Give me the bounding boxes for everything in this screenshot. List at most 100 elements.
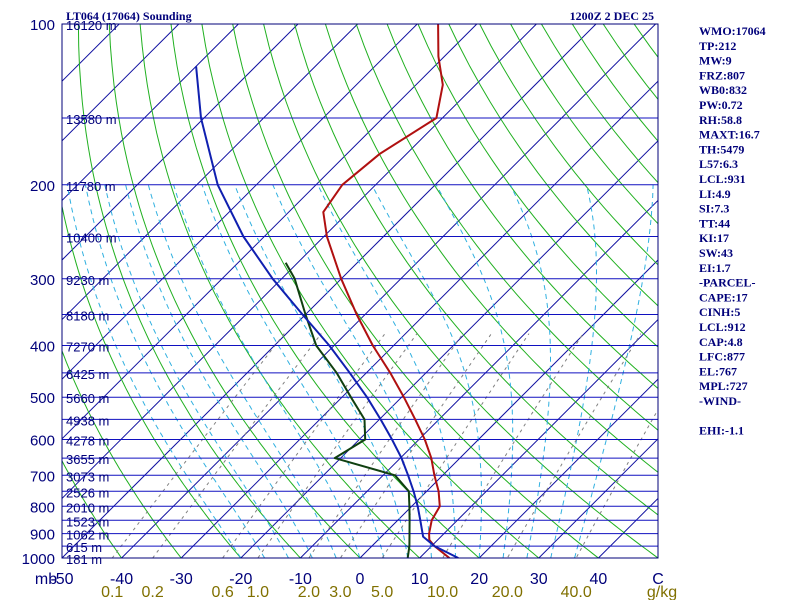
dry-adiabat-line xyxy=(540,24,658,184)
index-line: CINH:5 xyxy=(699,305,740,319)
index-line: MAXT:16.7 xyxy=(699,128,760,142)
index-line: SI:7.3 xyxy=(699,202,729,216)
dry-adiabat-line xyxy=(448,24,658,307)
dry-adiabat-line xyxy=(386,24,658,390)
height-label: 10400 m xyxy=(66,230,117,245)
moist-adiabat-line xyxy=(84,184,266,558)
mixing-ratio-label: 0.1 xyxy=(101,584,123,600)
index-line: EHI:-1.1 xyxy=(699,424,744,438)
isotherm-line xyxy=(62,24,239,202)
isotherm-line xyxy=(478,378,658,558)
dry-adiabat-grid xyxy=(62,24,800,569)
mixing-ratio-label: 40.0 xyxy=(561,584,592,600)
temperature-tick-label: -50 xyxy=(50,571,73,588)
index-line: CAPE:17 xyxy=(699,290,748,304)
dry-adiabat-line xyxy=(232,24,600,558)
isotherm-line xyxy=(62,24,478,440)
dry-adiabat-line xyxy=(417,24,658,348)
index-line: TH:5479 xyxy=(699,142,744,156)
index-line: PW:0.72 xyxy=(699,98,743,112)
index-line: TT:44 xyxy=(699,216,730,230)
sounding-series xyxy=(195,24,459,558)
isotherm-line xyxy=(62,24,358,321)
mixing-ratio-label: 20.0 xyxy=(492,584,523,600)
isotherm-line xyxy=(180,80,658,558)
temperature-tick-label: -10 xyxy=(289,571,312,588)
dry-adiabat-line xyxy=(77,24,302,558)
temperature-tick-label: -20 xyxy=(229,571,252,588)
mixing-ratio-label: g/kg xyxy=(647,584,677,600)
dry-adiabat-line xyxy=(294,24,658,516)
moist-adiabat-line xyxy=(66,184,242,558)
dry-adiabat-line xyxy=(170,24,480,558)
pressure-label: 400 xyxy=(30,339,55,356)
mixing-ratio-line xyxy=(339,333,492,558)
mixing-ratio-label: 0.6 xyxy=(212,584,234,600)
moist-adiabat-line xyxy=(234,184,409,558)
index-line: LCL:931 xyxy=(699,172,746,186)
dry-adiabat-line xyxy=(510,24,658,225)
mixing-ratio-line xyxy=(575,408,658,558)
pressure-label: 600 xyxy=(30,433,55,450)
height-label: 2526 m xyxy=(66,485,109,500)
height-label: 615 m xyxy=(66,540,102,555)
height-label: 3073 m xyxy=(66,469,109,484)
isotherm-line xyxy=(62,24,597,558)
mixing-ratio-line xyxy=(381,333,530,558)
height-label: 2010 m xyxy=(66,500,109,515)
pressure-label: 900 xyxy=(30,527,55,544)
isotherm-line xyxy=(419,318,658,558)
dry-adiabat-line xyxy=(62,349,182,558)
index-line: EL:767 xyxy=(699,364,737,378)
index-line: LCL:912 xyxy=(699,320,746,334)
dewpoint-trace xyxy=(284,262,411,558)
isotherm-line xyxy=(538,438,658,558)
height-label: 8180 m xyxy=(66,309,109,324)
isotherm-line xyxy=(300,199,658,558)
index-line: MPL:727 xyxy=(699,379,748,393)
height-label: 181 m xyxy=(66,552,102,567)
mixing-ratio-label: 3.0 xyxy=(329,584,351,600)
mixing-ratio-label: 1.0 xyxy=(247,584,269,600)
dry-adiabat-line xyxy=(62,203,242,558)
height-label: 9230 m xyxy=(66,273,109,288)
mixing-ratio-label: 10.0 xyxy=(427,584,458,600)
temperature-tick-label: C xyxy=(652,571,664,588)
pressure-label: 1000 xyxy=(22,551,55,568)
index-line: WMO:17064 xyxy=(699,24,766,38)
dry-adiabat-line xyxy=(571,24,658,142)
pressure-label: 100 xyxy=(30,17,55,34)
temperature-tick-label: 40 xyxy=(590,571,608,588)
temperature-trace xyxy=(322,24,451,558)
isobar-grid xyxy=(62,24,658,558)
height-label: 4278 m xyxy=(66,434,109,449)
temperature-tick-label: 0 xyxy=(356,571,365,588)
dry-adiabat-line xyxy=(263,24,658,558)
index-line: CAP:4.8 xyxy=(699,335,743,349)
index-line: TP:212 xyxy=(699,39,736,53)
dry-adiabat-line xyxy=(139,24,421,558)
moist-adiabat-line xyxy=(173,184,361,558)
index-line: SW:43 xyxy=(699,246,733,260)
dry-adiabat-line xyxy=(324,24,658,473)
mixing-ratio-line xyxy=(152,333,322,558)
index-line: -PARCEL- xyxy=(699,276,755,290)
dry-adiabat-line xyxy=(788,24,800,569)
mixing-ratio-line xyxy=(442,333,584,558)
mixing-ratio-label: 5.0 xyxy=(371,584,393,600)
index-line: RH:58.8 xyxy=(699,113,742,127)
height-label: 1062 m xyxy=(66,528,109,543)
isotherm-line xyxy=(62,24,418,380)
isotherm-line xyxy=(240,140,658,558)
pressure-unit-label: mb xyxy=(35,571,57,588)
isotherm-line xyxy=(62,24,299,261)
plot-frame xyxy=(61,23,659,559)
isotherm-line xyxy=(62,24,537,500)
dry-adiabat-line xyxy=(479,24,658,266)
stability-indices: WMO:17064TP:212MW:9FRZ:807WB0:832PW:0.72… xyxy=(699,24,766,438)
dry-adiabat-line xyxy=(62,459,123,558)
isotherm-line xyxy=(359,259,658,558)
height-label: 5660 m xyxy=(66,391,109,406)
pressure-label: 300 xyxy=(30,272,55,289)
